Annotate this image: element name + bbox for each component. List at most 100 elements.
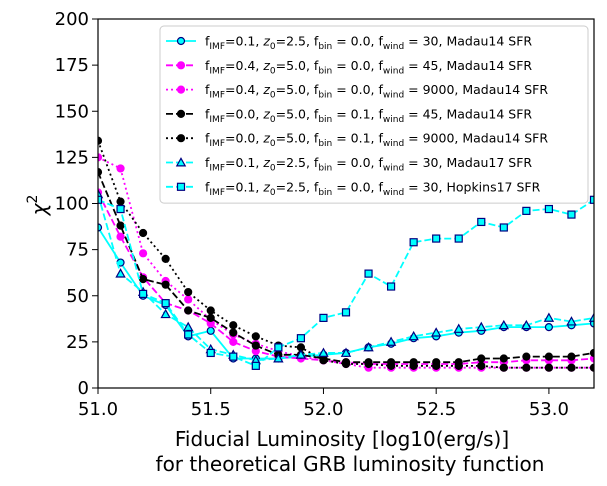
- data-point-s1-20: [544, 323, 554, 332]
- series-line-s7: [98, 198, 594, 367]
- data-point-s4-2: [138, 275, 148, 284]
- data-point-s7-14: [409, 238, 418, 247]
- data-point-s6-13: [385, 336, 397, 346]
- data-point-s7-16: [454, 234, 463, 243]
- data-point-s5-3: [161, 254, 170, 263]
- data-point-s7-13: [386, 282, 396, 291]
- y-tick-label: 0: [78, 378, 89, 399]
- data-point-s5-5: [206, 306, 215, 315]
- data-point-s7-4: [184, 330, 193, 339]
- data-point-s6-11: [340, 347, 352, 357]
- data-point-s2-1: [116, 232, 125, 241]
- data-point-s5-22: [589, 363, 594, 372]
- legend-marker-s5: [176, 134, 186, 143]
- legend-marker-s2: [176, 61, 186, 70]
- y-tick-label: 125: [55, 147, 89, 168]
- data-point-s7-3: [161, 299, 170, 308]
- data-point-s4-0: [98, 168, 103, 177]
- y-tick-label: 200: [55, 9, 89, 30]
- legend-entry-s2: fIMF=0.4, z0=5.0, fbin = 0.0, fwind = 45…: [166, 58, 532, 77]
- data-point-s5-18: [499, 363, 508, 372]
- y-axis-label: χ2: [25, 195, 51, 217]
- x-axis-label-line1: Fiducial Luminosity [log10(erg/s)]: [175, 427, 509, 451]
- data-point-s6-9: [295, 349, 307, 359]
- data-point-s4-5: [206, 313, 215, 322]
- legend-entry-s7: fIMF=0.1, z0=2.5, fbin = 0.0, fwind = 30…: [166, 179, 541, 198]
- data-point-s6-8: [273, 353, 284, 363]
- data-point-s6-20: [543, 312, 555, 322]
- data-point-s6-1: [115, 268, 126, 278]
- data-point-s4-17: [477, 354, 486, 363]
- data-point-s7-11: [341, 308, 351, 317]
- data-point-s3-4: [184, 295, 193, 304]
- legend-label-s5: fIMF=0.0, z0=5.0, fbin = 0.1, fwind = 90…: [205, 131, 548, 150]
- data-point-s1-5: [206, 326, 215, 335]
- data-point-s4-1: [116, 221, 125, 230]
- series-line-s6: [98, 194, 594, 362]
- y-tick-label: 150: [55, 101, 89, 122]
- data-point-s6-17: [476, 321, 487, 332]
- legend-label-s1: fIMF=0.1, z0=2.5, fbin = 0.0, fwind = 30…: [205, 34, 532, 53]
- data-point-s5-2: [138, 228, 148, 238]
- legend-marker-s3: [176, 85, 186, 94]
- x-tick-label: 53.0: [529, 399, 569, 420]
- data-point-s7-5: [206, 348, 215, 358]
- data-point-s7-0: [98, 195, 103, 204]
- data-point-s1-0: [98, 223, 103, 232]
- legend-label-s4: fIMF=0.0, z0=5.0, fbin = 0.1, fwind = 45…: [205, 106, 532, 125]
- legend-marker-s7: [176, 182, 186, 191]
- legend-label-s2: fIMF=0.4, z0=5.0, fbin = 0.0, fwind = 45…: [205, 58, 532, 77]
- data-point-s5-21: [567, 363, 576, 372]
- legend-label-s3: fIMF=0.4, z0=5.0, fbin = 0.0, fwind = 90…: [205, 82, 548, 101]
- data-point-s5-16: [454, 361, 463, 370]
- data-point-s4-18: [499, 354, 508, 363]
- series-s6: [98, 188, 594, 365]
- legend-marker-s4: [176, 109, 186, 119]
- data-point-s5-14: [409, 361, 418, 370]
- series-line-s5: [98, 140, 594, 369]
- data-point-s6-18: [498, 319, 510, 330]
- data-point-s7-20: [544, 204, 554, 214]
- data-point-s7-10: [319, 313, 328, 322]
- data-point-s6-21: [566, 316, 577, 326]
- data-point-s4-22: [589, 348, 594, 358]
- series-s1: [98, 223, 594, 363]
- y-tick-label: 75: [66, 240, 89, 261]
- data-point-s7-18: [499, 223, 508, 232]
- data-point-s4-21: [567, 352, 576, 361]
- data-point-s5-10: [319, 356, 328, 365]
- data-point-s5-19: [522, 363, 531, 372]
- legend-entry-s4: fIMF=0.0, z0=5.0, fbin = 0.1, fwind = 45…: [166, 106, 532, 125]
- legend-box: [159, 25, 589, 204]
- data-point-s3-2: [138, 249, 148, 258]
- data-point-s5-6: [229, 321, 238, 330]
- ticks-layer: 51.0 51.5 52.0 52.5 53.0 0 25 50 75 100 125 150 175 2…: [55, 9, 569, 420]
- data-point-s5-4: [184, 287, 193, 297]
- legend: fIMF=0.1, z0=2.5, fbin = 0.0, fwind = 30…: [159, 25, 589, 204]
- data-point-s7-7: [251, 361, 260, 370]
- data-point-s7-9: [296, 334, 306, 343]
- legend-marker-s6: [175, 157, 187, 167]
- data-point-s5-11: [341, 359, 351, 369]
- data-point-s2-6: [229, 337, 238, 346]
- data-point-s6-22: [588, 312, 594, 322]
- data-point-s5-20: [544, 363, 554, 372]
- data-point-s4-19: [522, 352, 531, 361]
- legend-entry-s1: fIMF=0.1, z0=2.5, fbin = 0.0, fwind = 30…: [166, 34, 532, 53]
- data-point-s4-3: [161, 280, 170, 289]
- x-tick-label: 51.0: [78, 399, 118, 420]
- data-point-s6-19: [521, 319, 532, 330]
- x-axis-label-line2: for theoretical GRB luminosity function: [156, 452, 545, 476]
- data-point-s7-6: [229, 352, 238, 361]
- data-point-s6-10: [318, 347, 329, 357]
- series-s2: [98, 188, 594, 369]
- data-point-s7-15: [432, 234, 441, 243]
- data-point-s4-6: [229, 328, 238, 337]
- series-layer: [98, 136, 594, 372]
- data-point-s7-12: [364, 269, 373, 278]
- y-tick-label: 100: [55, 194, 89, 215]
- y-tick-label: 175: [55, 55, 89, 76]
- data-point-s4-7: [251, 341, 260, 350]
- axis-labels: Fiducial Luminosity [log10(erg/s)] for t…: [25, 195, 544, 476]
